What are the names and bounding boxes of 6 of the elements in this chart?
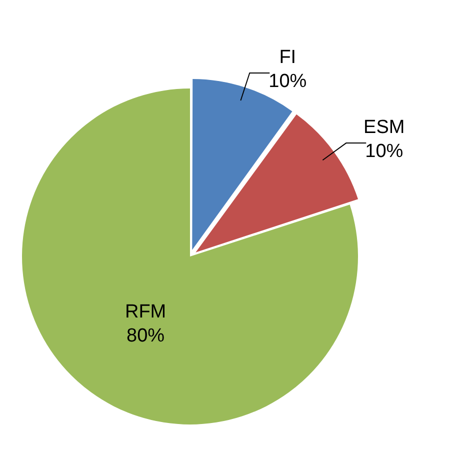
slice-label: FI bbox=[279, 46, 296, 68]
data-label: 80% bbox=[126, 326, 165, 347]
slice-label: ESM bbox=[364, 117, 405, 138]
data-label: 10% bbox=[268, 70, 307, 92]
data-label: 10% bbox=[365, 141, 404, 162]
slice-label: RFM bbox=[124, 302, 166, 323]
